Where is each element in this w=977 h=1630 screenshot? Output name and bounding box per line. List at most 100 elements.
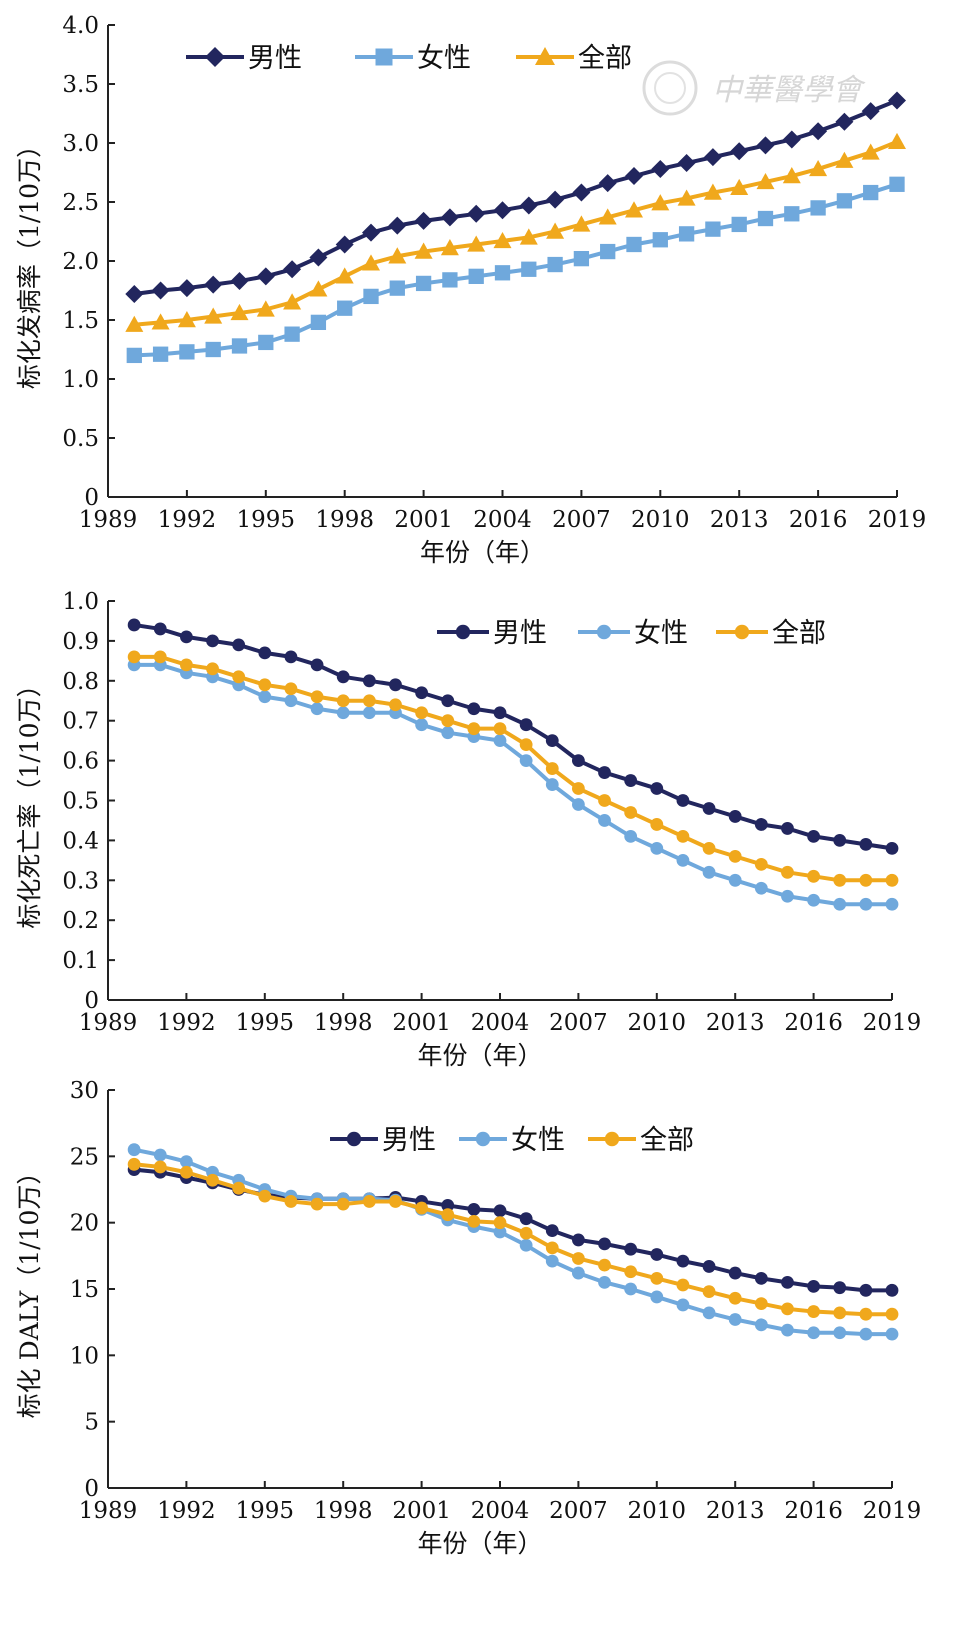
data-point <box>756 136 775 155</box>
data-point <box>833 1306 847 1320</box>
data-point <box>807 1279 820 1293</box>
data-point <box>310 658 324 672</box>
data-point <box>284 650 298 664</box>
data-point <box>545 762 559 775</box>
series-line <box>134 98 898 297</box>
x-tick-label: 2001 <box>394 507 453 533</box>
data-point <box>388 216 407 235</box>
data-point <box>677 189 696 206</box>
data-point <box>362 694 376 708</box>
data-point <box>258 334 274 351</box>
data-point <box>807 869 820 883</box>
data-point <box>258 678 272 692</box>
legend-marker <box>455 624 471 640</box>
data-point <box>703 148 722 167</box>
legend-marker <box>596 624 612 640</box>
y-tick-label: 0 <box>84 988 99 1014</box>
data-point <box>833 834 847 847</box>
data-point <box>546 222 565 239</box>
data-point <box>284 682 298 696</box>
data-point <box>545 778 559 791</box>
data-point <box>153 1160 167 1174</box>
data-point <box>309 248 328 267</box>
data-point <box>781 865 794 879</box>
legend-marker <box>346 1131 362 1147</box>
data-point <box>650 782 664 795</box>
data-point <box>810 200 826 216</box>
data-point <box>754 881 768 895</box>
x-tick-label: 2004 <box>473 507 532 533</box>
data-point <box>310 1197 324 1211</box>
legend-label: 全部 <box>578 43 632 74</box>
data-point <box>389 1195 402 1208</box>
data-point <box>153 1148 167 1162</box>
data-point <box>651 194 670 211</box>
data-point <box>598 814 611 827</box>
data-point <box>283 260 302 279</box>
data-point <box>650 841 664 855</box>
data-point <box>833 897 847 911</box>
data-point <box>863 184 879 201</box>
data-point <box>180 658 193 672</box>
y-tick-label: 0.3 <box>62 868 99 894</box>
data-point <box>519 718 533 732</box>
data-point <box>859 1283 873 1297</box>
data-point <box>519 738 533 752</box>
legend-label: 女性 <box>634 618 688 649</box>
x-tick-label: 1989 <box>79 507 138 533</box>
data-point <box>885 1307 899 1321</box>
data-point <box>885 1327 899 1341</box>
data-point <box>807 893 820 907</box>
data-point <box>650 1271 664 1285</box>
data-point <box>362 223 380 242</box>
data-point <box>885 1283 899 1297</box>
data-point <box>650 1248 664 1261</box>
data-point <box>807 1305 820 1318</box>
data-point <box>256 300 275 317</box>
data-point <box>256 267 275 286</box>
data-point <box>230 303 249 321</box>
y-tick-label: 2.5 <box>62 190 99 216</box>
data-point <box>258 690 272 704</box>
data-point <box>572 754 585 767</box>
data-point <box>598 1237 611 1251</box>
x-tick-label: 1995 <box>236 1498 295 1524</box>
data-point <box>625 201 643 218</box>
data-point <box>678 226 695 242</box>
y-tick-label: 5 <box>84 1410 99 1436</box>
legend-label: 女性 <box>511 1125 565 1156</box>
data-point <box>861 143 880 160</box>
data-point <box>835 151 854 168</box>
data-point <box>336 1197 350 1211</box>
data-point <box>336 694 350 708</box>
data-point <box>650 1290 664 1304</box>
data-point <box>493 722 507 736</box>
x-tick-label: 2019 <box>868 507 927 533</box>
y-axis-title: 标化发病率（1/10万） <box>15 133 44 389</box>
data-point <box>807 1326 820 1340</box>
data-point <box>179 344 195 360</box>
data-point <box>230 272 249 291</box>
data-point <box>728 873 742 887</box>
x-tick-label: 2004 <box>471 1498 530 1524</box>
data-point <box>757 210 774 227</box>
data-point <box>467 1214 481 1228</box>
data-point <box>519 1226 533 1240</box>
data-point <box>519 228 538 245</box>
y-tick-label: 0.5 <box>62 426 99 452</box>
data-point <box>782 167 801 184</box>
data-point <box>705 221 721 237</box>
data-point <box>728 1266 742 1280</box>
data-point <box>676 830 690 843</box>
y-tick-label: 25 <box>70 1144 99 1170</box>
x-tick-label: 1992 <box>157 1498 216 1524</box>
y-axis-title: 标化死亡率（1/10万） <box>15 672 44 928</box>
data-point <box>441 694 455 708</box>
y-tick-label: 0.7 <box>62 709 99 735</box>
data-point <box>625 167 643 186</box>
data-point <box>388 247 407 264</box>
legend-label: 全部 <box>772 618 826 649</box>
x-tick-label: 2010 <box>628 1498 687 1524</box>
watermark-seal-icon <box>642 60 698 116</box>
data-point <box>153 650 167 664</box>
